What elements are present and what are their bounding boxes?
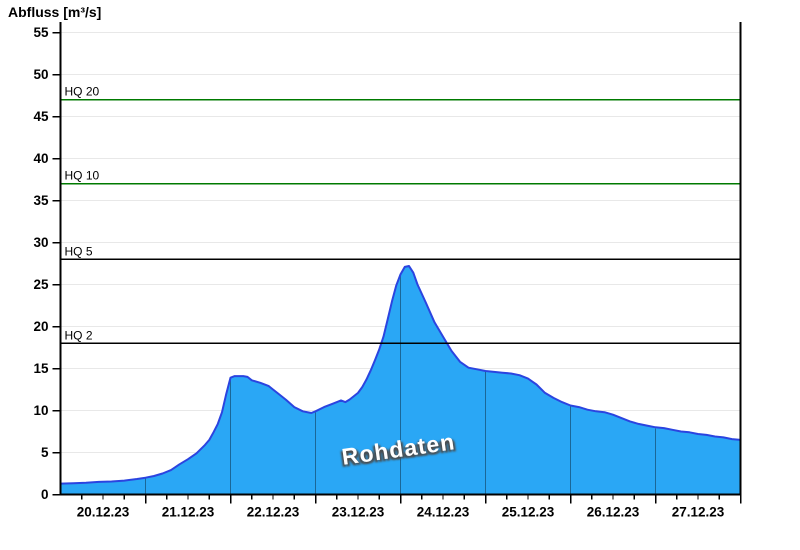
hq-line-label: HQ 10: [65, 169, 100, 183]
discharge-area: [60, 266, 741, 495]
y-tick-label: 50: [33, 67, 48, 82]
x-tick-label: 27.12.23: [672, 505, 725, 520]
y-tick-label: 55: [33, 25, 49, 40]
y-tick-label: 15: [33, 361, 49, 376]
y-tick-label: 30: [33, 235, 48, 250]
x-tick-label: 26.12.23: [587, 505, 640, 520]
x-tick-label: 22.12.23: [247, 505, 300, 520]
x-tick-label: 23.12.23: [332, 505, 385, 520]
y-tick-label: 25: [33, 277, 49, 292]
y-tick-label: 45: [33, 109, 49, 124]
chart-title: Abfluss [m³/s]: [8, 4, 102, 20]
y-tick-label: 20: [33, 319, 48, 334]
discharge-outline: [60, 265, 741, 485]
x-tick-label: 24.12.23: [417, 505, 470, 520]
y-tick-label: 40: [33, 151, 48, 166]
y-tick-label: 0: [41, 487, 49, 502]
hq-line-label: HQ 2: [65, 328, 93, 342]
x-tick-label: 20.12.23: [77, 505, 130, 520]
hq-line-label: HQ 5: [65, 244, 93, 258]
y-tick-label: 10: [33, 403, 48, 418]
x-tick-label: 25.12.23: [502, 505, 555, 520]
hq-line-label: HQ 20: [65, 85, 100, 99]
y-tick-label: 35: [33, 193, 49, 208]
x-tick-label: 21.12.23: [162, 505, 215, 520]
y-tick-label: 5: [41, 445, 49, 460]
